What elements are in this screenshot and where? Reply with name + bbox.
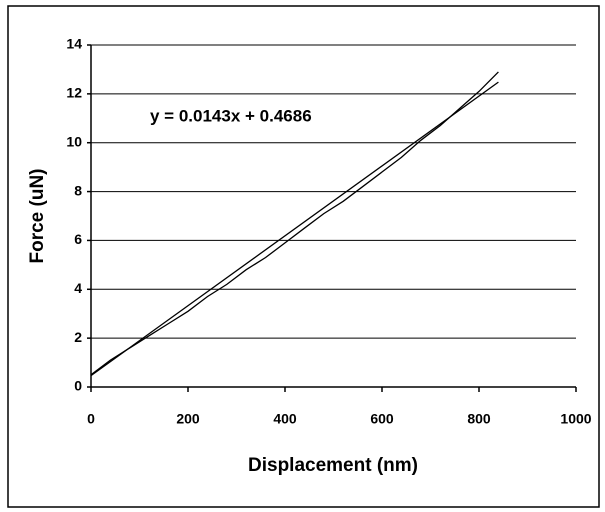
x-axis-title: Displacement (nm) bbox=[248, 455, 418, 476]
y-tick-label: 4 bbox=[74, 280, 82, 296]
x-tick-label: 200 bbox=[176, 411, 200, 427]
y-tick-label: 10 bbox=[66, 133, 82, 149]
y-tick-label: 2 bbox=[74, 329, 82, 345]
y-tick-label: 12 bbox=[66, 85, 82, 101]
trendline-equation: y = 0.0143x + 0.4686 bbox=[150, 106, 312, 125]
y-tick-label: 0 bbox=[74, 378, 82, 394]
y-tick-label: 6 bbox=[74, 231, 82, 247]
y-tick-label: 14 bbox=[66, 36, 82, 52]
x-tick-label: 1000 bbox=[560, 411, 591, 427]
x-tick-label: 600 bbox=[370, 411, 394, 427]
y-axis-title: Force (uN) bbox=[27, 169, 48, 264]
trendline bbox=[90, 81, 499, 377]
x-tick-label: 800 bbox=[467, 411, 491, 427]
x-tick-label: 400 bbox=[273, 411, 297, 427]
chart-border bbox=[7, 5, 600, 508]
y-tick-label: 8 bbox=[74, 182, 82, 198]
x-tick-label: 0 bbox=[87, 411, 95, 427]
data-line bbox=[90, 71, 499, 376]
